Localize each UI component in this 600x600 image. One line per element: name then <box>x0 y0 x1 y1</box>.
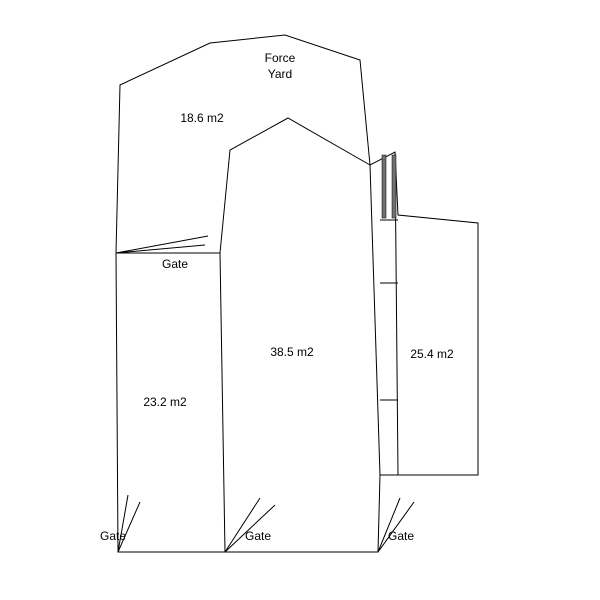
gate-swing-1 <box>118 495 140 552</box>
area-b-label: 23.2 m2 <box>143 395 187 409</box>
area-d-label: 25.4 m2 <box>410 347 454 361</box>
gate-br-label: Gate <box>388 529 414 543</box>
floorplan-diagram: Force Yard 18.6 m2 23.2 m2 38.5 m2 25.4 m2 Gat… <box>0 0 600 600</box>
post-0 <box>382 155 386 218</box>
outline <box>116 35 478 552</box>
area-a-label: 18.6 m2 <box>180 111 224 125</box>
partition-line-3 <box>370 165 380 475</box>
plan-shapes <box>116 35 478 552</box>
post-1 <box>392 155 396 218</box>
gate-swing-0 <box>116 236 208 253</box>
plan-labels: Force Yard 18.6 m2 23.2 m2 38.5 m2 25.4 m2 Gat… <box>100 51 454 543</box>
gate-swing-2 <box>225 498 275 552</box>
title-line2: Yard <box>268 67 292 81</box>
partition-line-2 <box>220 253 225 552</box>
gate-bm-label: Gate <box>245 529 271 543</box>
title-line1: Force <box>265 51 296 65</box>
gate-swing-3 <box>378 498 414 552</box>
gate-top-label: Gate <box>162 257 188 271</box>
area-c-label: 38.5 m2 <box>270 345 314 359</box>
partition-line-0 <box>220 118 370 253</box>
gate-bl-label: Gate <box>100 529 126 543</box>
